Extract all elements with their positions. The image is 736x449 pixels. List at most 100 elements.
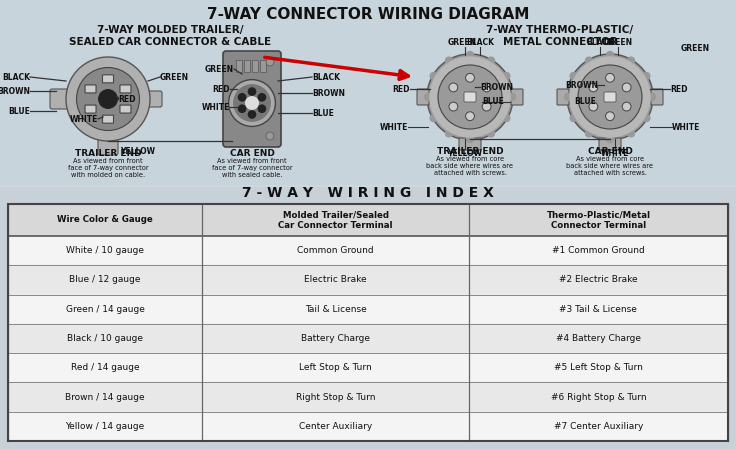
FancyBboxPatch shape <box>511 89 523 105</box>
Text: RED: RED <box>670 84 687 93</box>
Circle shape <box>487 57 495 64</box>
Bar <box>0 0 736 184</box>
Text: #2 Electric Brake: #2 Electric Brake <box>559 275 637 284</box>
Circle shape <box>430 114 437 122</box>
Circle shape <box>570 57 650 137</box>
Text: BROWN: BROWN <box>480 83 513 92</box>
Text: CAR END: CAR END <box>587 147 632 156</box>
Circle shape <box>503 72 510 79</box>
Bar <box>8 324 728 353</box>
Text: BLACK: BLACK <box>466 38 494 47</box>
FancyBboxPatch shape <box>599 138 621 150</box>
Circle shape <box>570 72 577 79</box>
Bar <box>8 265 728 295</box>
Circle shape <box>606 73 615 82</box>
FancyBboxPatch shape <box>459 138 481 150</box>
Bar <box>8 412 728 441</box>
Circle shape <box>445 57 453 64</box>
Circle shape <box>503 114 510 122</box>
Circle shape <box>567 54 653 140</box>
Circle shape <box>66 57 150 141</box>
FancyBboxPatch shape <box>120 105 131 113</box>
Text: GREEN: GREEN <box>447 38 477 47</box>
Text: BLUE: BLUE <box>482 97 504 106</box>
Text: BLACK: BLACK <box>312 72 340 82</box>
Text: WHITE: WHITE <box>70 114 98 123</box>
FancyBboxPatch shape <box>651 89 663 105</box>
Text: Electric Brake: Electric Brake <box>304 275 367 284</box>
Text: Yellow / 14 gauge: Yellow / 14 gauge <box>66 422 145 431</box>
Text: GREEN: GREEN <box>604 38 632 47</box>
Circle shape <box>570 114 577 122</box>
Text: Tail & License: Tail & License <box>305 305 367 314</box>
Circle shape <box>466 112 475 121</box>
Text: RED: RED <box>213 84 230 93</box>
FancyBboxPatch shape <box>223 51 281 147</box>
Circle shape <box>77 67 140 131</box>
FancyBboxPatch shape <box>102 75 113 83</box>
Circle shape <box>467 136 473 142</box>
Text: BROWN: BROWN <box>312 88 345 97</box>
Text: BROWN: BROWN <box>565 80 598 89</box>
Circle shape <box>606 52 614 58</box>
Bar <box>244 60 250 72</box>
Circle shape <box>643 114 650 122</box>
Text: WHITE: WHITE <box>601 149 629 158</box>
Text: Battery Charge: Battery Charge <box>301 334 370 343</box>
Text: Brown / 14 gauge: Brown / 14 gauge <box>66 392 145 401</box>
Bar <box>260 60 266 72</box>
Bar <box>0 187 736 449</box>
Circle shape <box>229 79 275 127</box>
Circle shape <box>622 83 631 92</box>
FancyBboxPatch shape <box>464 92 476 102</box>
Text: 7-WAY CONNECTOR WIRING DIAGRAM: 7-WAY CONNECTOR WIRING DIAGRAM <box>207 7 529 22</box>
Text: Center Auxiliary: Center Auxiliary <box>299 422 372 431</box>
Text: Common Ground: Common Ground <box>297 246 374 255</box>
Circle shape <box>482 83 491 92</box>
Circle shape <box>628 130 634 137</box>
Text: #1 Common Ground: #1 Common Ground <box>552 246 645 255</box>
FancyBboxPatch shape <box>557 89 569 105</box>
Circle shape <box>427 54 513 140</box>
Circle shape <box>99 90 117 108</box>
Circle shape <box>258 94 266 101</box>
Text: TRAILER END: TRAILER END <box>74 149 141 158</box>
Circle shape <box>622 102 631 111</box>
Circle shape <box>425 93 431 101</box>
Circle shape <box>628 57 634 64</box>
Text: YELLOW: YELLOW <box>121 147 155 156</box>
Text: WHITE: WHITE <box>380 123 408 132</box>
Circle shape <box>509 93 515 101</box>
Text: White / 10 gauge: White / 10 gauge <box>66 246 144 255</box>
Text: Left Stop & Turn: Left Stop & Turn <box>300 363 372 372</box>
Circle shape <box>266 132 274 140</box>
Bar <box>252 60 258 72</box>
Circle shape <box>449 83 458 92</box>
Text: Wire Color & Gauge: Wire Color & Gauge <box>57 216 153 224</box>
Text: GREEN: GREEN <box>160 72 189 82</box>
Circle shape <box>449 102 458 111</box>
Text: Red / 14 gauge: Red / 14 gauge <box>71 363 140 372</box>
Text: #5 Left Stop & Turn: #5 Left Stop & Turn <box>554 363 643 372</box>
Circle shape <box>578 65 642 129</box>
FancyBboxPatch shape <box>85 85 96 93</box>
Circle shape <box>586 57 592 64</box>
FancyBboxPatch shape <box>120 85 131 93</box>
Circle shape <box>586 130 592 137</box>
Bar <box>8 295 728 324</box>
Text: WHITE: WHITE <box>672 123 701 132</box>
Circle shape <box>606 112 615 121</box>
Text: TRAILER END: TRAILER END <box>436 147 503 156</box>
FancyBboxPatch shape <box>417 89 429 105</box>
Circle shape <box>238 94 246 101</box>
Circle shape <box>565 93 571 101</box>
Text: Blue / 12 gauge: Blue / 12 gauge <box>69 275 141 284</box>
Circle shape <box>248 88 255 95</box>
Text: As viewed from core
back side where wires are
attached with screws.: As viewed from core back side where wire… <box>426 156 514 176</box>
Circle shape <box>482 102 491 111</box>
Text: BLACK: BLACK <box>586 38 614 47</box>
Circle shape <box>487 130 495 137</box>
Circle shape <box>234 85 270 121</box>
Text: Right Stop & Turn: Right Stop & Turn <box>296 392 375 401</box>
Circle shape <box>589 83 598 92</box>
